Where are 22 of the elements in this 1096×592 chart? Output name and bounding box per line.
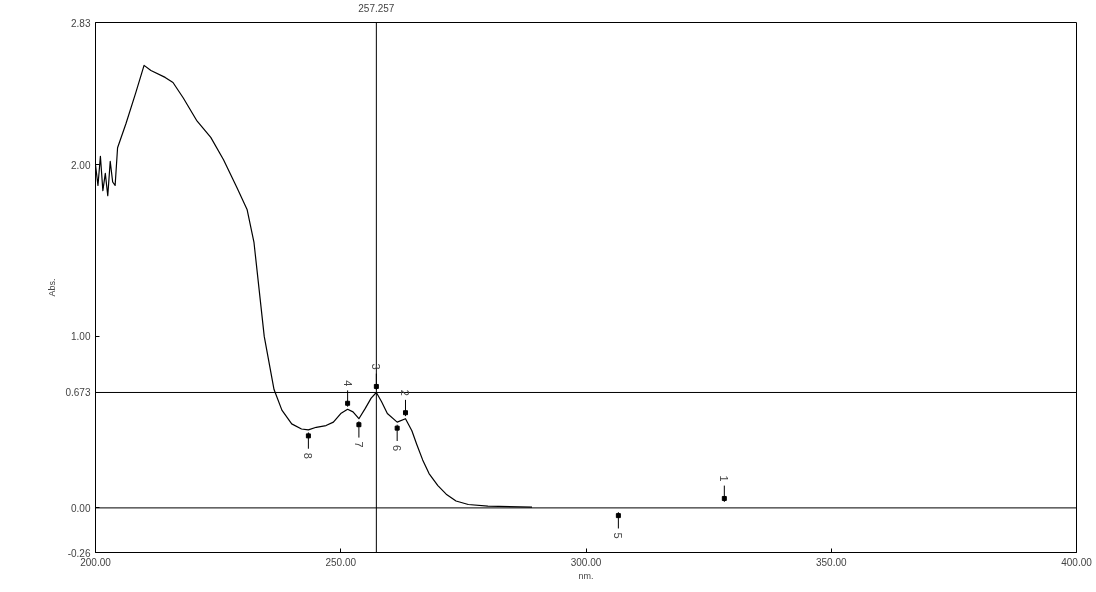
x-axis-title: nm. bbox=[578, 570, 594, 581]
ref-line-label: 0.673 bbox=[65, 387, 91, 399]
x-tick-label: 200.00 bbox=[80, 556, 112, 568]
x-tick-label: 300.00 bbox=[570, 556, 602, 568]
y-tick-label: -0.26 bbox=[67, 547, 91, 559]
y-tick-label: 0.00 bbox=[71, 502, 91, 514]
annotation: 7 bbox=[352, 441, 365, 448]
y-tick-label: 2.00 bbox=[71, 159, 91, 171]
ref-line-label: 257.257 bbox=[358, 2, 395, 14]
annotation: 2 bbox=[399, 389, 412, 396]
annotation: 8 bbox=[302, 452, 315, 459]
y-tick-label: 2.83 bbox=[71, 17, 91, 29]
annotation: 1 bbox=[718, 475, 731, 482]
x-tick-label: 350.00 bbox=[815, 556, 847, 568]
x-tick-label: 400.00 bbox=[1061, 556, 1093, 568]
annotation: 4 bbox=[341, 380, 354, 387]
annotation: 3 bbox=[370, 363, 383, 370]
annotation: 5 bbox=[612, 532, 625, 539]
y-tick-label: 1.00 bbox=[71, 331, 91, 343]
x-tick-label: 250.00 bbox=[325, 556, 357, 568]
annotation: 6 bbox=[391, 445, 404, 452]
y-axis-title: Abs. bbox=[47, 278, 58, 297]
